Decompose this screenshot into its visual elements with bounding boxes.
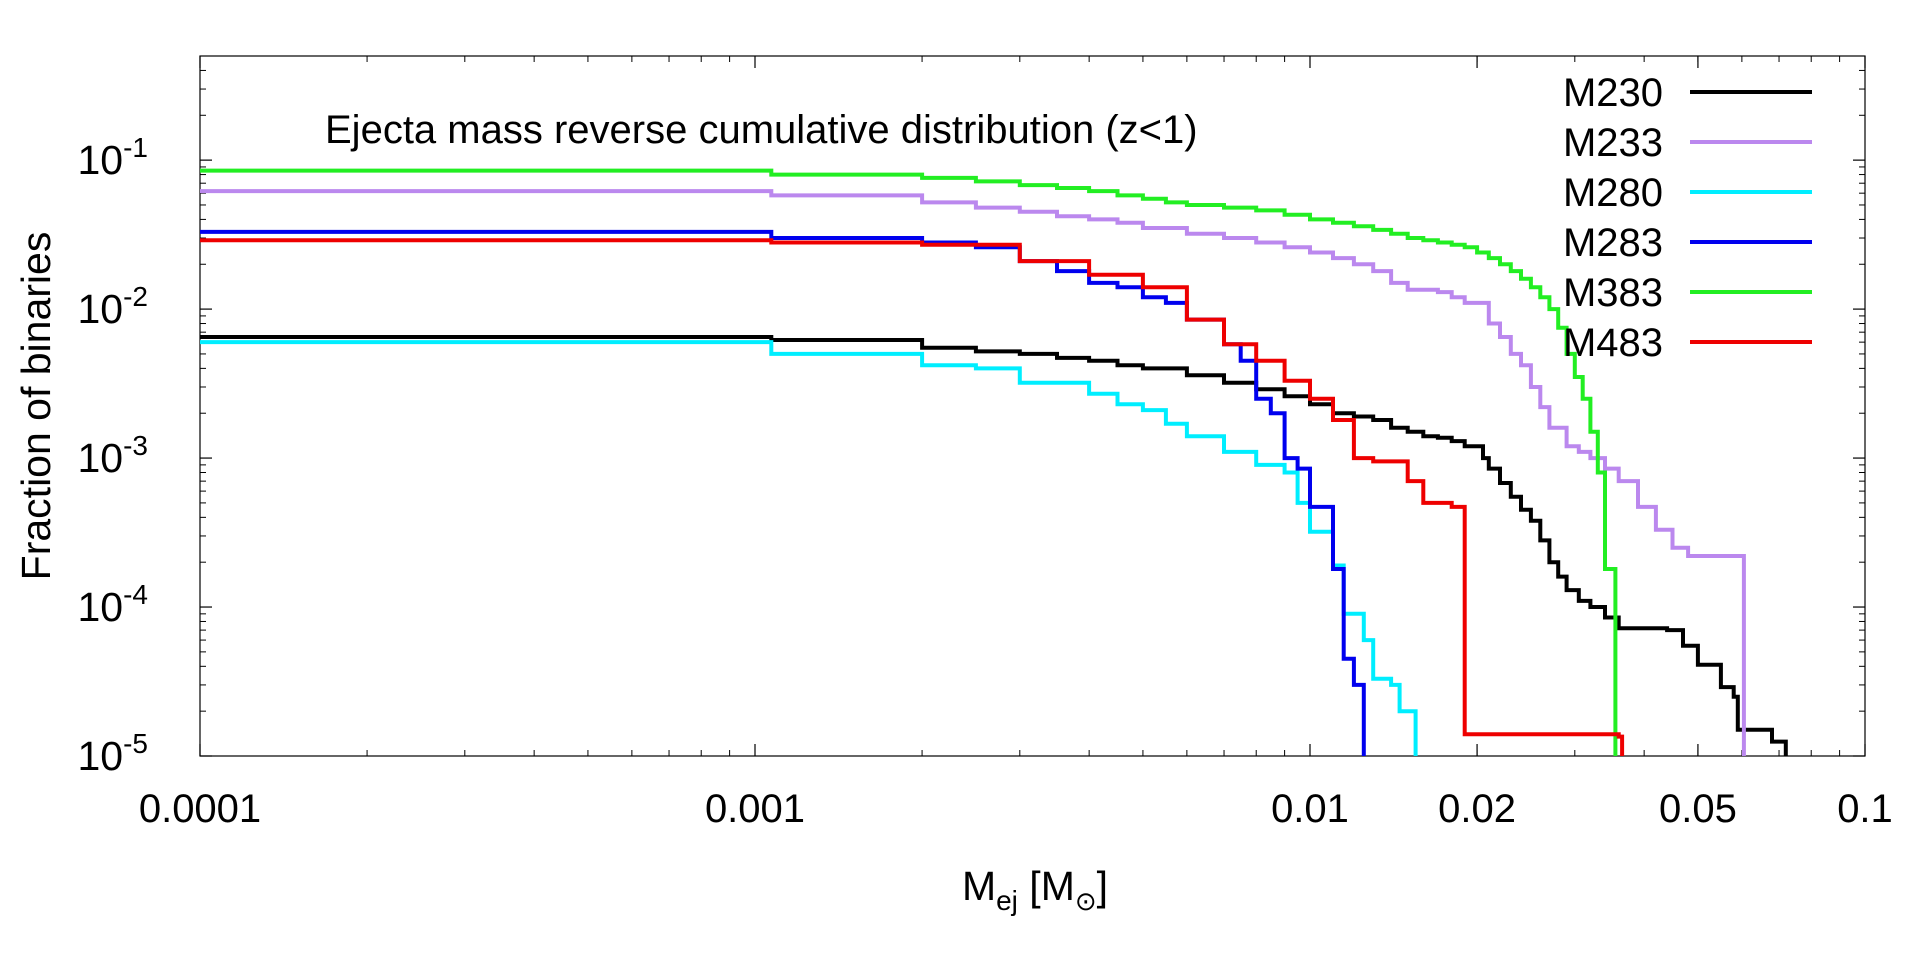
series-line-m280 bbox=[200, 340, 1418, 756]
plot-frame bbox=[199, 55, 1866, 757]
y-tick-base: 10 bbox=[77, 584, 123, 630]
y-tick-base: 10 bbox=[77, 435, 123, 481]
x-minor-ticks bbox=[366, 56, 1841, 756]
y-tick-exponent: -4 bbox=[123, 579, 148, 610]
legend-label-m483: M483 bbox=[1563, 321, 1663, 365]
y-tick-exponent: -5 bbox=[123, 728, 148, 759]
series-line-m283 bbox=[200, 229, 1366, 756]
y-axis: 10-110-210-310-410-5 bbox=[77, 55, 1865, 779]
x-tick-label: 0.05 bbox=[1659, 787, 1737, 831]
y-tick-base: 10 bbox=[77, 733, 123, 779]
series-layer bbox=[200, 168, 1788, 756]
x-tick-label: 0.01 bbox=[1271, 787, 1349, 831]
y-tick-base: 10 bbox=[77, 286, 123, 332]
y-tick-exponent: -1 bbox=[123, 132, 148, 163]
y-tick-label: 10-4 bbox=[77, 579, 148, 630]
legend-label-m230: M230 bbox=[1563, 71, 1663, 115]
y-tick-exponent: -2 bbox=[123, 281, 148, 312]
x-label-sub: ej bbox=[996, 885, 1018, 916]
x-label-bracket-open: [M bbox=[1018, 863, 1075, 909]
legend: M230 M233 M280 M283 M383 M483 bbox=[1563, 71, 1812, 365]
series-line-m233 bbox=[200, 189, 1746, 756]
x-label-main: M bbox=[962, 863, 996, 909]
x-axis: 0.0001 0.001 0.01 0.02 0.05 0.1 bbox=[139, 56, 1893, 831]
x-tick-label: 0.02 bbox=[1438, 787, 1516, 831]
y-axis-label: Fraction of binaries bbox=[13, 232, 59, 581]
series-line-m483 bbox=[200, 238, 1625, 756]
legend-label-m233: M233 bbox=[1563, 121, 1663, 165]
legend-label-m283: M283 bbox=[1563, 221, 1663, 265]
y-tick-label: 10-2 bbox=[77, 281, 148, 332]
x-tick-label: 0.001 bbox=[705, 787, 805, 831]
x-label-sun-symbol: ⊙ bbox=[1075, 886, 1097, 916]
x-tick-label: 0.0001 bbox=[139, 787, 261, 831]
y-tick-base: 10 bbox=[77, 137, 123, 183]
x-tick-label: 0.1 bbox=[1837, 787, 1893, 831]
y-tick-label: 10-3 bbox=[77, 430, 148, 481]
series-line-m383 bbox=[200, 168, 1618, 756]
y-tick-exponent: -3 bbox=[123, 430, 148, 461]
legend-label-m383: M383 bbox=[1563, 271, 1663, 315]
legend-label-m280: M280 bbox=[1563, 171, 1663, 215]
y-tick-label: 10-1 bbox=[77, 132, 148, 183]
x-label-bracket-close: ] bbox=[1097, 863, 1108, 909]
chart-title: Ejecta mass reverse cumulative distribut… bbox=[325, 108, 1198, 152]
x-axis-label: Mej [M⊙] bbox=[962, 863, 1108, 916]
y-tick-label: 10-5 bbox=[77, 728, 148, 779]
series-line-m230 bbox=[200, 335, 1788, 756]
